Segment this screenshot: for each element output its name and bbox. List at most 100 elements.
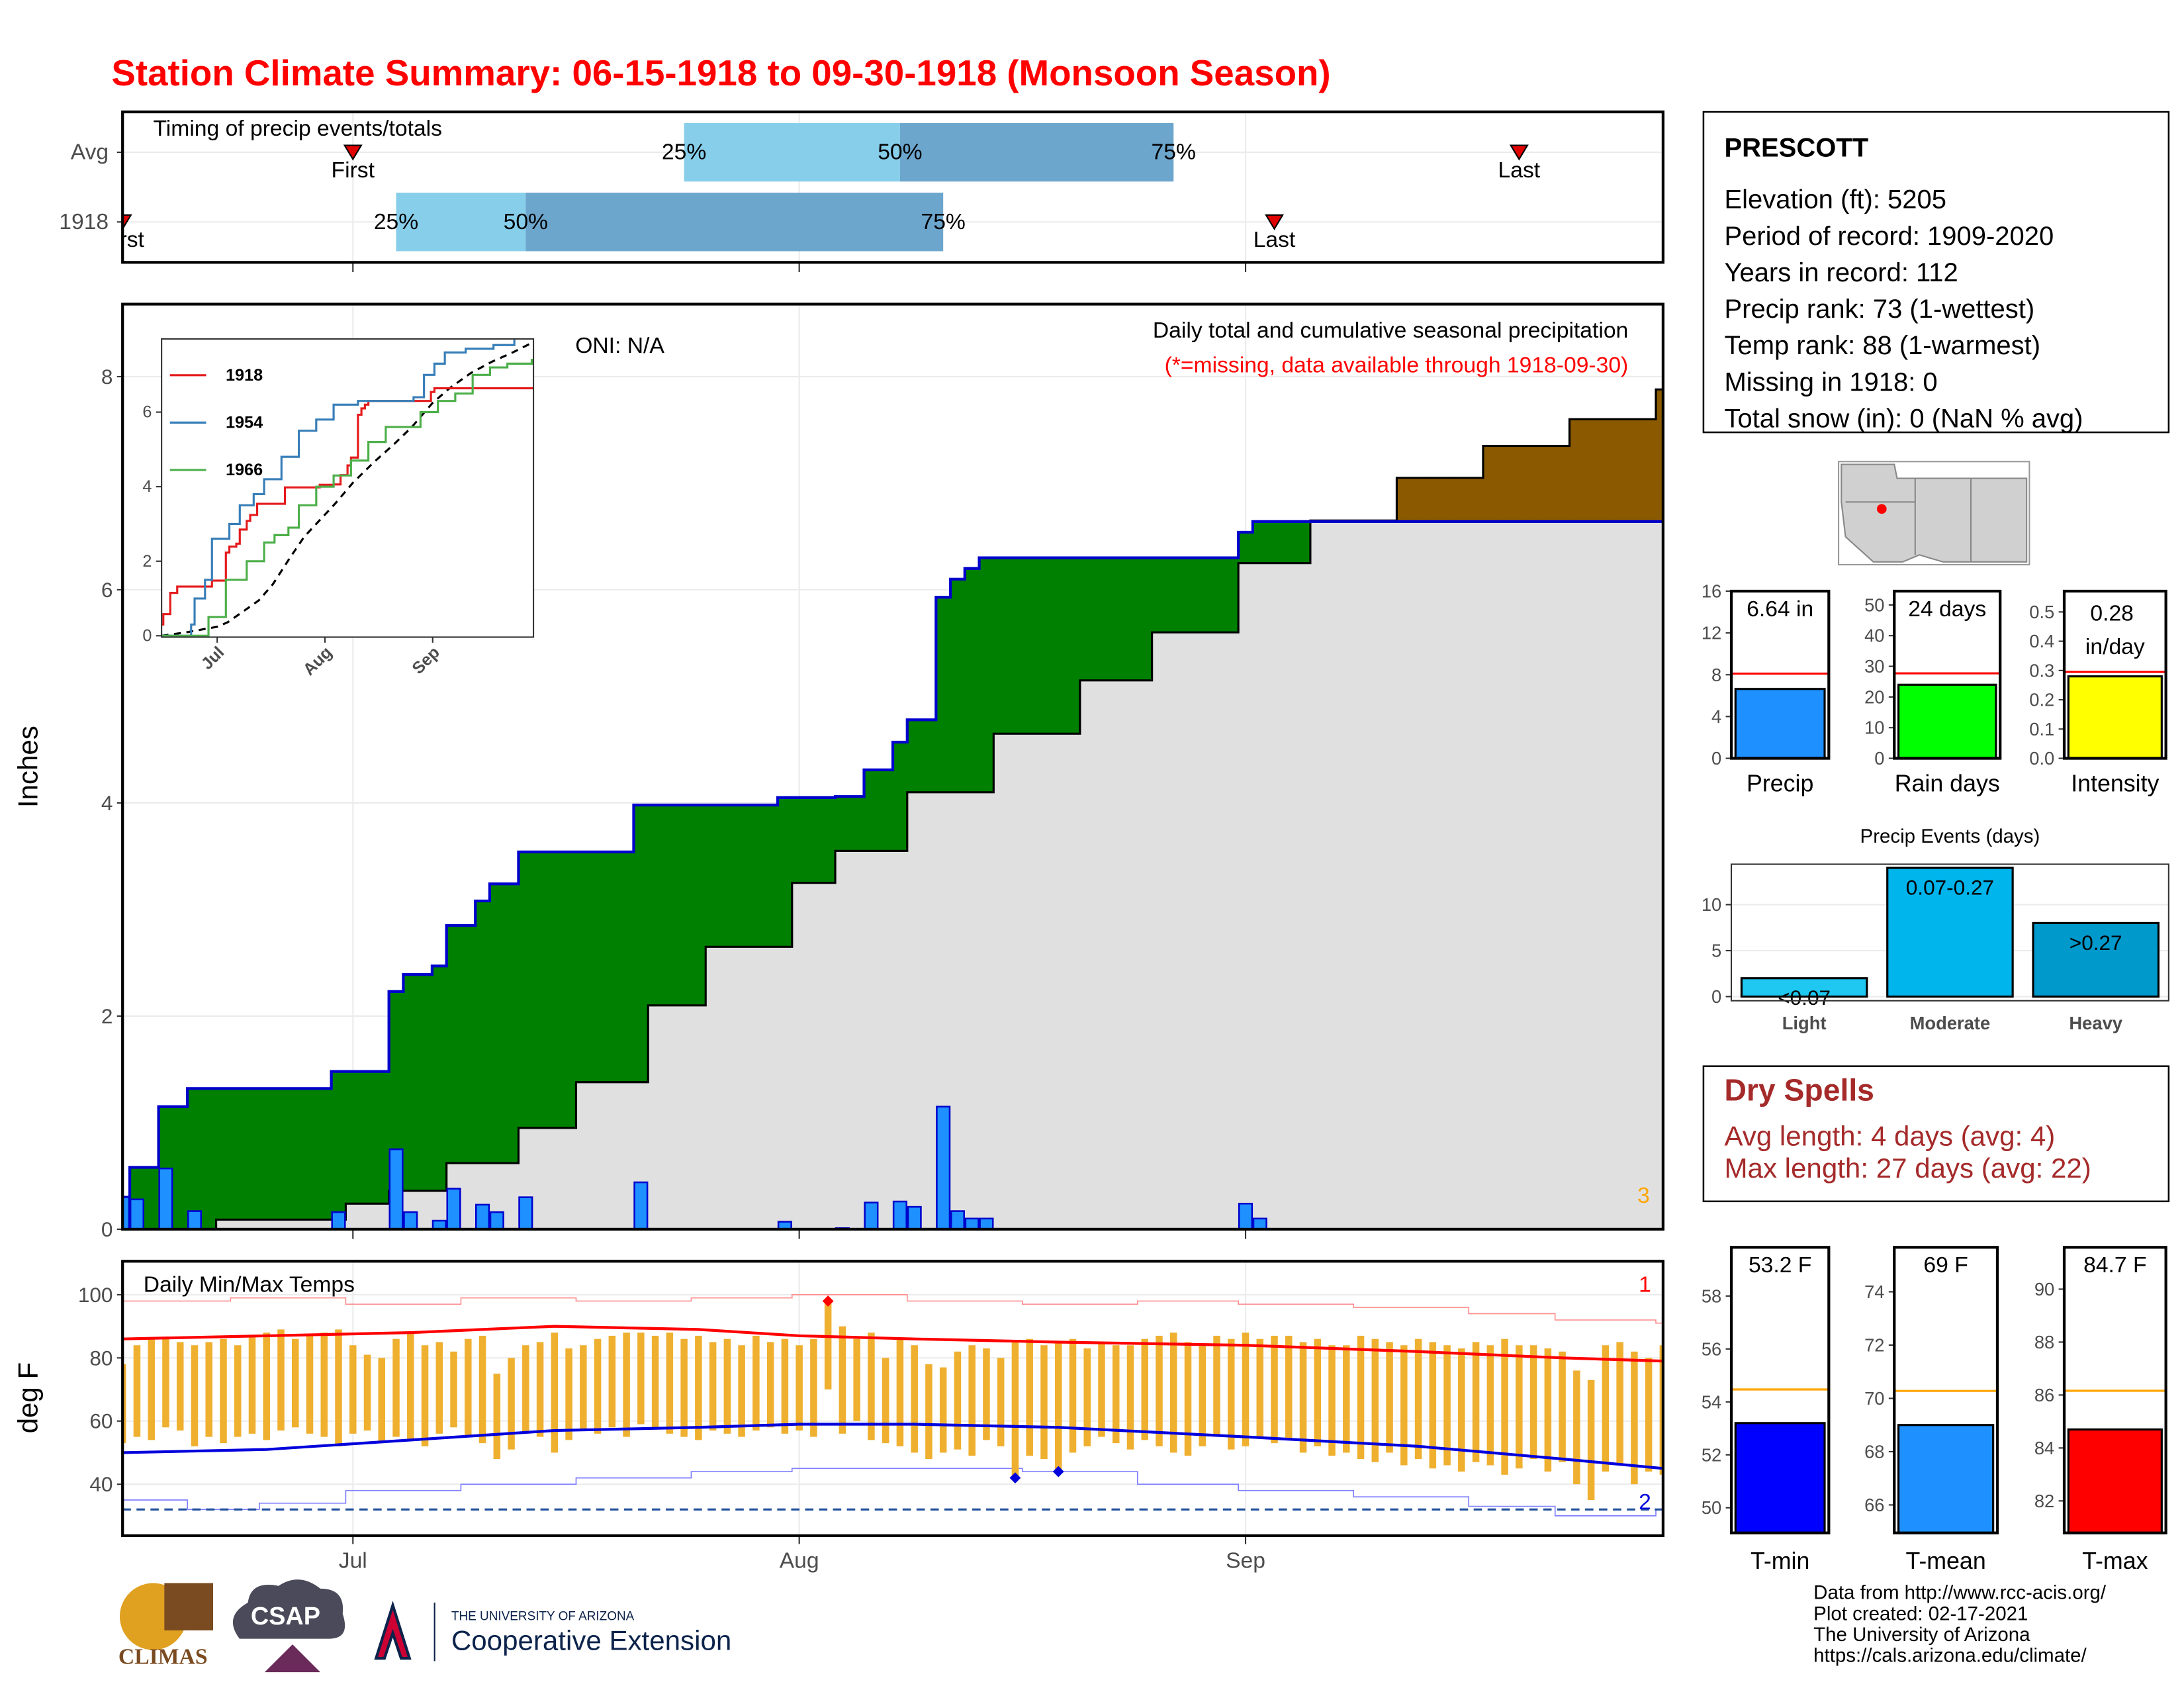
y-tick-label: 100	[78, 1283, 113, 1307]
surplus-fill	[864, 770, 880, 851]
y-tick-label: 0.0	[2029, 748, 2054, 769]
temp-range-bar	[1386, 1342, 1393, 1453]
temp-range-bar	[277, 1329, 285, 1431]
station-box	[1702, 111, 2170, 434]
surplus-fill	[1195, 557, 1210, 633]
below-fill	[778, 947, 793, 1229]
temp-range-bar	[882, 1358, 889, 1444]
temp-range-bar	[896, 1338, 904, 1446]
deficit-fill	[1641, 419, 1657, 522]
below-fill	[806, 882, 822, 1229]
y-tick-label: 50	[1864, 594, 1884, 615]
temp-range-bar	[1011, 1342, 1019, 1478]
daily-bar	[864, 1201, 879, 1229]
surplus-fill	[936, 597, 951, 792]
avg-min-line	[122, 1423, 1663, 1470]
surplus-fill	[604, 851, 620, 1082]
surplus-fill	[1109, 557, 1124, 680]
y-tick-label: 74	[1864, 1282, 1884, 1302]
y-tick-label: 12	[1702, 623, 1721, 643]
temp-range-bar	[191, 1345, 199, 1446]
temp-range-bar	[291, 1338, 299, 1428]
below-fill	[1281, 563, 1297, 1229]
temp-range-bar	[580, 1345, 587, 1431]
y-tick-label: 0.4	[2029, 631, 2054, 651]
gauge-bar	[1734, 688, 1826, 760]
gauge-frame	[1729, 589, 1831, 760]
below-fill	[561, 1127, 577, 1229]
below-fill	[360, 1203, 375, 1229]
below-fill	[1469, 521, 1484, 1229]
surplus-fill	[345, 1071, 361, 1204]
y-tick-label: 0	[1874, 748, 1884, 769]
temp-range-bar	[392, 1338, 400, 1437]
surplus-fill	[993, 557, 1009, 734]
below-fill	[691, 1005, 707, 1229]
y-tick-label: 0.1	[2029, 719, 2054, 739]
daily-bar	[432, 1219, 447, 1229]
cumulative-line	[122, 520, 1663, 1199]
below-fill	[1324, 521, 1340, 1229]
logo-graphic	[164, 1583, 214, 1631]
surplus-fill	[907, 720, 923, 792]
gauge-frame	[1893, 589, 2002, 760]
y-tick-label: 88	[2034, 1332, 2054, 1352]
deficit-fill	[1612, 419, 1628, 522]
surplus-fill	[216, 1088, 232, 1220]
surplus-fill	[1281, 521, 1297, 563]
station-line: Temp rank: 88 (1-warmest)	[1724, 331, 2040, 360]
below-fill	[1109, 680, 1124, 1229]
surplus-fill	[1267, 521, 1283, 563]
below-fill	[1411, 521, 1426, 1229]
bar	[1740, 977, 1868, 998]
temp-range-bar	[493, 1374, 501, 1459]
temp-range-bar	[320, 1333, 328, 1437]
daily-bar	[964, 1217, 979, 1229]
surplus-fill	[893, 742, 908, 851]
surplus-fill	[778, 797, 793, 947]
daily-bar	[936, 1105, 951, 1229]
record-low-marker	[1009, 1472, 1021, 1484]
temp-range-bar	[478, 1335, 486, 1444]
surplus-fill	[1036, 557, 1052, 734]
station-line: Years in record: 112	[1724, 258, 1958, 287]
surplus-fill	[316, 1088, 332, 1220]
below-fill	[849, 851, 865, 1229]
temp-range-bar	[810, 1338, 817, 1437]
category-label: Intensity	[2071, 770, 2159, 796]
gauge-frame	[1893, 1246, 1999, 1534]
temp-range-bar	[1400, 1345, 1408, 1466]
y-tick-label: 10	[1864, 718, 1884, 738]
surplus-fill	[1123, 557, 1138, 680]
surplus-fill	[662, 805, 678, 1006]
quartile-label: 75%	[1152, 140, 1196, 165]
gauge-bar	[1734, 1422, 1826, 1534]
deficit-fill	[1497, 445, 1513, 522]
temp-range-bar	[378, 1358, 386, 1444]
x-tick-label: Light	[1782, 1013, 1827, 1033]
temp-range-bar	[421, 1345, 429, 1446]
below-fill	[763, 947, 778, 1229]
temp-range-bar	[1199, 1345, 1206, 1446]
avg-max-line	[122, 1325, 1663, 1363]
surplus-fill	[1008, 557, 1023, 734]
deficit-fill	[1482, 445, 1498, 522]
dry-spells-title: Dry Spells	[1724, 1072, 1874, 1107]
station-location	[1876, 504, 1887, 514]
temp-range-bar	[363, 1354, 371, 1431]
temp-range-bar	[637, 1333, 645, 1425]
below-fill	[864, 851, 880, 1229]
station-name: PRESCOTT	[1724, 134, 1868, 163]
below-fill	[1123, 680, 1138, 1229]
daily-bar	[446, 1188, 461, 1229]
y-tick-label: 40	[1864, 626, 1884, 646]
below-fill	[1137, 680, 1153, 1229]
station-line: Total snow (in): 0 (NaN % avg)	[1724, 404, 2083, 433]
surplus-fill	[475, 901, 490, 1164]
temp-range-bar	[1544, 1348, 1552, 1472]
below-fill	[1454, 521, 1470, 1229]
temp-range-bar	[594, 1338, 602, 1434]
surplus-fill	[1152, 557, 1167, 633]
y-tick-label: 4	[142, 477, 152, 496]
station-line: Precip rank: 73 (1-wettest)	[1724, 295, 2034, 324]
